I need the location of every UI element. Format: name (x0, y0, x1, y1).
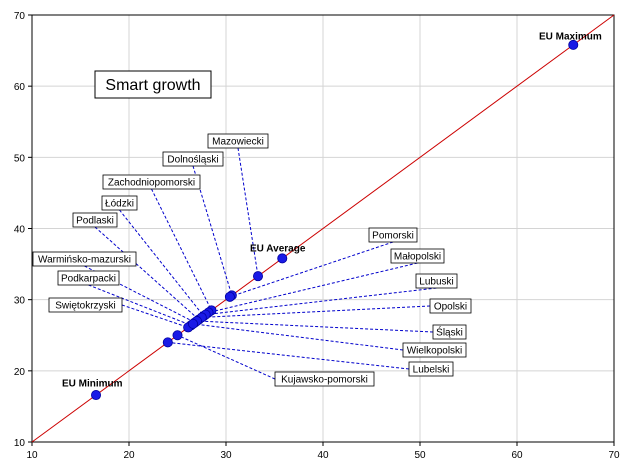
y-tick-label: 40 (14, 225, 26, 236)
point-label: Łódzki (105, 199, 134, 210)
leader-line (192, 323, 404, 351)
data-points (91, 39, 579, 401)
reference-label: EU Average (250, 244, 306, 255)
point-label-box (32, 251, 137, 267)
point-label-box (101, 195, 138, 211)
point-label: Mazowiecki (212, 137, 264, 148)
x-tick-label: 30 (220, 450, 232, 461)
leader-line (229, 241, 394, 298)
data-point (253, 271, 264, 282)
x-tick-label: 70 (608, 450, 620, 461)
point-label-box (402, 342, 467, 358)
data-point (172, 330, 183, 341)
point-label: Lubelski (413, 365, 450, 376)
reference-label: EU Maximum (539, 32, 602, 43)
y-tick-label: 20 (14, 367, 26, 378)
y-tick-label: 10 (14, 438, 26, 449)
x-tick-label: 50 (414, 450, 426, 461)
point-label: Wielkopolski (407, 346, 463, 357)
leader-line (121, 304, 189, 328)
data-point (224, 291, 235, 302)
point-label-box (274, 371, 375, 387)
leader-line (119, 209, 205, 317)
point-label-box (432, 324, 467, 340)
data-point (162, 337, 173, 348)
leader-line (237, 147, 259, 277)
leader-line (167, 341, 410, 370)
leader-line (88, 284, 192, 326)
point-labels: EU Maximum EU Average EU Minimum Mazowiecki… (32, 32, 602, 390)
point-label: Kujawsko-pomorski (281, 375, 368, 386)
reference-label: EU Minimum (62, 379, 123, 390)
point-label-box (162, 151, 224, 167)
diagonal-line (31, 14, 615, 443)
leader-line (177, 334, 276, 380)
x-tick-label: 60 (511, 450, 523, 461)
point-label-box (102, 174, 201, 190)
leader-line (201, 305, 431, 318)
point-label-box (57, 270, 120, 286)
leader-line (94, 226, 200, 320)
point-label: Pomorski (372, 231, 414, 242)
point-label-box (408, 361, 454, 377)
point-label: Małopolski (394, 252, 441, 263)
leader-lines (84, 147, 437, 380)
title-box (94, 70, 212, 99)
point-label: Zachodniopomorski (108, 178, 195, 189)
y-tick-label: 70 (14, 11, 26, 22)
data-point (568, 39, 579, 50)
chart-title: Smart growth (94, 70, 212, 99)
leader-line (208, 262, 418, 313)
data-point (91, 390, 102, 401)
y-tick-label: 60 (14, 82, 26, 93)
point-label-box (429, 298, 472, 314)
point-label: Swiętokrzyski (55, 301, 116, 312)
y-tick-label: 50 (14, 153, 26, 164)
y-tick-label: 30 (14, 296, 26, 307)
data-point (277, 253, 288, 264)
point-label-box (415, 273, 458, 289)
point-label-box (390, 248, 445, 264)
leader-line (196, 320, 434, 333)
x-tick-label: 20 (123, 450, 135, 461)
point-label: Opolski (434, 302, 467, 313)
point-label: Podkarpacki (61, 274, 116, 285)
data-point (188, 318, 199, 329)
leader-line (205, 287, 437, 316)
leader-line (151, 188, 212, 311)
point-label: Śląski (436, 326, 463, 339)
point-label-box (48, 297, 123, 313)
x-tick-label: 10 (26, 450, 38, 461)
x-tick-label: 40 (317, 450, 329, 461)
point-label-box (368, 227, 418, 243)
point-label-box (207, 133, 269, 149)
point-label: Podlaski (76, 216, 114, 227)
point-label: Dolnośląski (167, 155, 218, 166)
axis-ticks: 10 20 30 40 50 60 70 10 20 30 40 50 60 70 (14, 11, 620, 461)
title-text: Smart growth (105, 77, 200, 94)
point-label-box (72, 212, 118, 228)
point-label: Warmińsko-mazurski (38, 255, 131, 266)
point-label: Lubuski (419, 277, 453, 288)
